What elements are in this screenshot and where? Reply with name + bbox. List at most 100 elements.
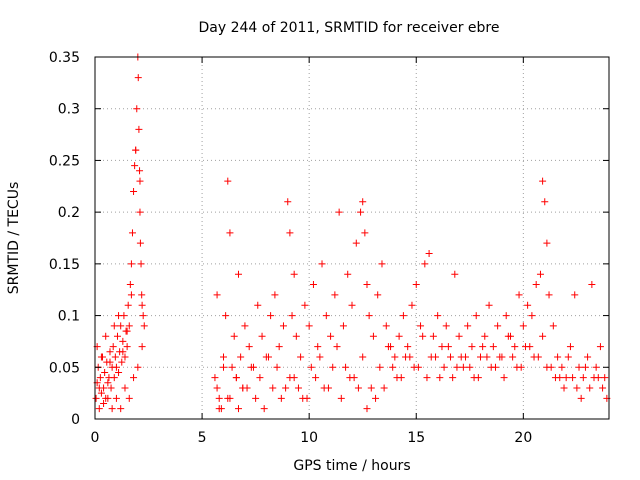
data-point [524, 301, 532, 309]
grid [95, 57, 609, 419]
data-point [335, 208, 343, 216]
data-point [297, 353, 305, 361]
data-point [139, 312, 147, 320]
data-point [237, 353, 245, 361]
data-point [113, 332, 121, 340]
data-point [483, 353, 491, 361]
chart-title: Day 244 of 2011, SRMTID for receiver ebr… [199, 20, 500, 36]
data-point [275, 343, 283, 351]
data-point [230, 332, 238, 340]
data-point [112, 363, 120, 371]
data-point [133, 105, 141, 113]
data-point [419, 332, 427, 340]
data-point [104, 379, 112, 387]
data-point [118, 358, 126, 366]
data-point [391, 353, 399, 361]
data-point [224, 394, 232, 402]
data-point [352, 239, 360, 247]
data-point [213, 291, 221, 299]
data-point [127, 291, 135, 299]
data-point [110, 322, 118, 330]
data-point [269, 384, 277, 392]
y-tick-label: 0.05 [49, 360, 80, 376]
data-point [213, 384, 221, 392]
data-point [481, 332, 489, 340]
data-point [500, 374, 508, 382]
data-point [367, 384, 375, 392]
data-point [314, 343, 322, 351]
data-point [286, 229, 294, 237]
data-point [601, 374, 609, 382]
data-point [571, 291, 579, 299]
data-point [117, 322, 125, 330]
data-point [316, 353, 324, 361]
data-point [348, 301, 356, 309]
data-point [271, 291, 279, 299]
data-point [137, 260, 145, 268]
data-point [566, 343, 574, 351]
data-point [586, 384, 594, 392]
data-point [526, 343, 534, 351]
data-point [104, 394, 112, 402]
data-point [215, 394, 223, 402]
data-point [284, 198, 292, 206]
data-point [389, 363, 397, 371]
data-point [494, 322, 502, 330]
data-point [384, 343, 392, 351]
data-point [447, 353, 455, 361]
data-point [106, 358, 114, 366]
data-point [502, 312, 510, 320]
data-point [92, 394, 100, 402]
data-point [457, 353, 465, 361]
data-point [423, 374, 431, 382]
data-point [123, 343, 131, 351]
data-point [517, 363, 525, 371]
x-tick-label: 10 [300, 430, 318, 446]
data-point [477, 353, 484, 361]
data-point [421, 260, 429, 268]
data-point [252, 394, 260, 402]
data-point [125, 322, 133, 330]
x-axis-label: GPS time / hours [293, 458, 410, 474]
data-point [395, 332, 403, 340]
data-point [318, 260, 326, 268]
data-point [307, 363, 315, 371]
data-point [288, 312, 296, 320]
data-point [124, 301, 132, 309]
data-point [545, 291, 553, 299]
data-point [101, 368, 109, 376]
data-point [109, 343, 117, 351]
data-point [434, 312, 442, 320]
data-point [554, 353, 562, 361]
data-point [599, 384, 607, 392]
data-points [92, 53, 611, 413]
data-point [472, 312, 480, 320]
y-tick-label: 0.1 [58, 309, 80, 325]
data-point [136, 167, 144, 175]
data-point [374, 291, 382, 299]
data-point [378, 260, 386, 268]
y-tick-label: 0.3 [58, 102, 80, 118]
data-point [562, 374, 570, 382]
data-point [322, 312, 330, 320]
data-point [354, 384, 362, 392]
data-point [346, 374, 354, 382]
data-point [241, 322, 249, 330]
data-point [594, 374, 602, 382]
data-point [125, 394, 133, 402]
data-point [220, 353, 227, 361]
data-point [485, 301, 493, 309]
data-point [511, 343, 519, 351]
data-point [363, 405, 371, 413]
data-point [121, 384, 129, 392]
data-point [234, 405, 242, 413]
data-point [489, 343, 497, 351]
y-ticks: 0 0.05 0.1 0.15 0.2 0.25 0.3 0.35 [49, 50, 609, 428]
data-point [136, 208, 144, 216]
data-point [121, 353, 129, 361]
data-point [581, 363, 589, 371]
data-point [136, 177, 144, 185]
data-point [429, 332, 437, 340]
y-tick-label: 0.35 [49, 50, 80, 66]
data-point [414, 363, 422, 371]
